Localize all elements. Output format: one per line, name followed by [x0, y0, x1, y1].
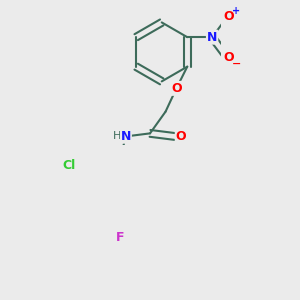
Text: O: O [224, 51, 235, 64]
Text: N: N [207, 31, 217, 44]
Text: O: O [224, 11, 235, 23]
Text: −: − [232, 58, 241, 68]
Text: H: H [112, 131, 121, 142]
Text: O: O [171, 82, 182, 95]
Text: +: + [232, 6, 240, 16]
Text: O: O [176, 130, 186, 143]
Text: Cl: Cl [62, 159, 75, 172]
Text: F: F [116, 231, 125, 244]
Text: N: N [121, 130, 131, 143]
